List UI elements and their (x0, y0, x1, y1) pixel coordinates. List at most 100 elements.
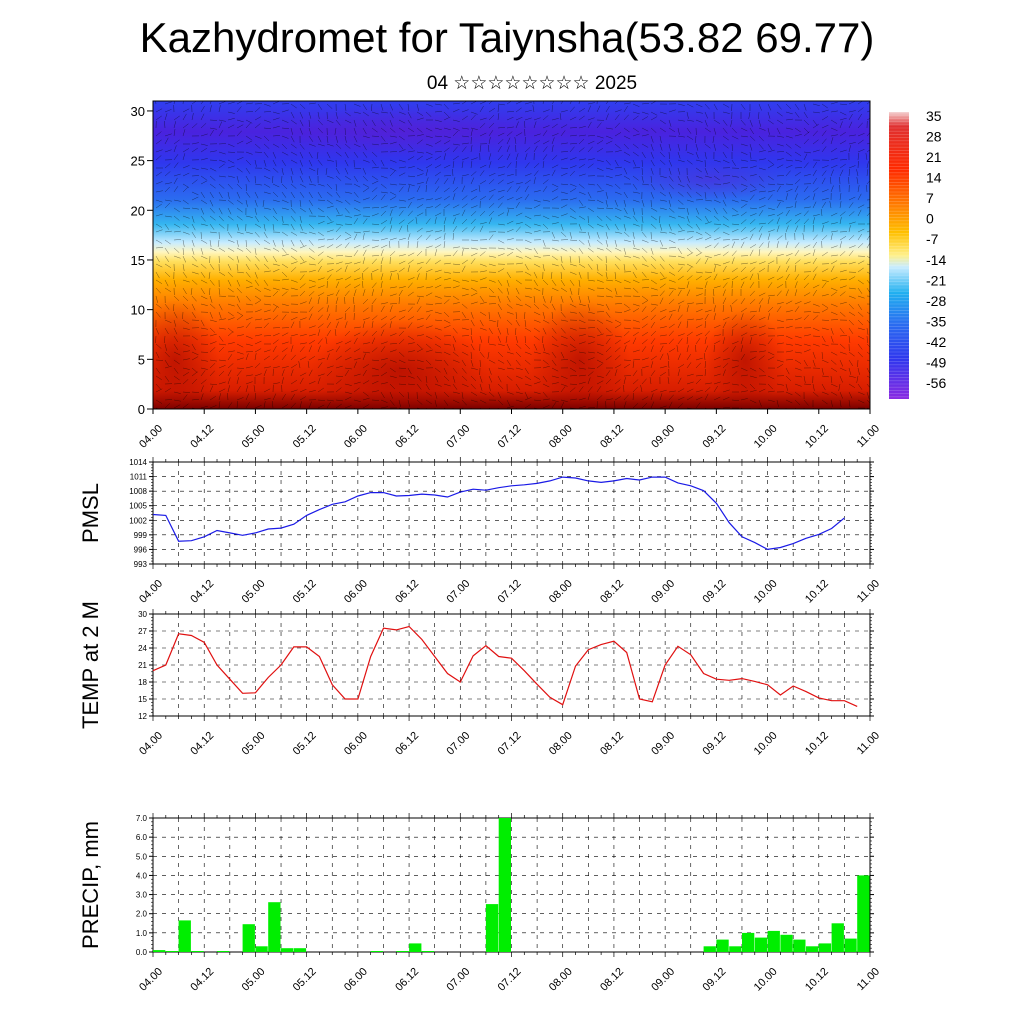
precip-bar (767, 930, 780, 952)
x-tick-label: 06.12 (393, 966, 421, 994)
y-axis-label: PRECIP, mm (78, 821, 103, 949)
x-tick-label: 08.00 (547, 423, 575, 451)
precip-bar (742, 932, 755, 952)
precip-bar (729, 946, 742, 952)
precip-bar (268, 902, 281, 952)
colorbar-labels: 35 28 21 14 7 0 -7 -14 -21 -28 -35 -42 -49 -56 (926, 108, 946, 391)
temp-series-line (152, 625, 858, 707)
x-tick-label: 09.12 (701, 578, 729, 606)
colorbar-scale (889, 112, 909, 399)
heatmap-y-axis: 0 5 10 15 20 25 30 (131, 104, 153, 417)
pmsl-series-line (152, 476, 845, 551)
y-tick-label: 0 (138, 402, 145, 417)
x-tick-label: 07.12 (496, 578, 524, 606)
x-tick-label: 06.12 (393, 423, 421, 451)
precip-bar (498, 818, 511, 952)
y-axis-label: PMSL (78, 483, 103, 543)
x-tick-label: 08.00 (547, 578, 575, 606)
x-tick-label: 04.12 (188, 578, 216, 606)
x-tick-label: 09.00 (649, 730, 677, 758)
colorbar-label: 7 (926, 190, 934, 206)
x-tick-label: 10.12 (803, 423, 831, 451)
x-tick-label: 08.12 (598, 423, 626, 451)
y-tick-label: 12 (138, 712, 147, 721)
precip-bar (485, 904, 499, 952)
colorbar-label: 0 (926, 211, 934, 227)
y-tick-label: 1002 (129, 516, 147, 525)
wind-barbs (155, 101, 870, 409)
colorbar-label: -49 (926, 354, 946, 370)
precip-bar (396, 951, 409, 952)
y-tick-label: 24 (138, 644, 147, 653)
x-tick-label: 11.00 (855, 966, 882, 993)
colorbar-label: 28 (926, 129, 942, 145)
barb-strokes (155, 101, 870, 409)
precip-panel: 0.0 1.0 2.0 3.0 4.0 5.0 6.0 7.0 04.00 04.12 05.00 0… (78, 813, 882, 994)
x-tick-label: 07.00 (444, 578, 472, 606)
precip-bar (293, 948, 307, 952)
x-tick-label: 06.00 (342, 966, 370, 994)
y-tick-label: 1.0 (136, 929, 148, 938)
x-tick-label: 08.12 (598, 578, 626, 606)
colorbar-label: -28 (926, 293, 946, 309)
precip-bar (255, 946, 268, 952)
colorbar-lines (889, 111, 909, 398)
x-tick-label: 04.00 (137, 578, 165, 606)
y-tick-label: 25 (131, 154, 145, 169)
y-tick-label: 996 (134, 545, 148, 554)
x-tick-label: 07.12 (496, 423, 524, 451)
x-tick-label: 09.12 (701, 966, 729, 994)
y-tick-label: 18 (138, 678, 147, 687)
x-tick-label: 08.12 (598, 730, 626, 758)
x-tick-label: 07.00 (444, 966, 472, 994)
y-tick-label: 30 (138, 610, 147, 619)
y-tick-label: 3.0 (136, 891, 148, 900)
y-tick-label: 21 (138, 661, 147, 670)
y-tick-label: 1008 (129, 487, 147, 496)
precip-bar (703, 946, 716, 952)
y-tick-label: 993 (134, 560, 148, 569)
precip-bar (281, 948, 294, 952)
chart-title: Kazhydromet for Taiynsha(53.82 69.77) (139, 14, 875, 61)
y-tick-label: 27 (138, 627, 147, 636)
x-tick-label: 04.12 (188, 423, 216, 451)
x-tick-label: 04.12 (188, 730, 216, 758)
colorbar-label: 14 (926, 170, 942, 186)
x-tick-label: 10.00 (752, 966, 780, 994)
y-tick-label: 30 (131, 104, 145, 119)
colorbar-label: -7 (926, 231, 939, 247)
x-tick-label: 10.00 (752, 730, 780, 758)
x-tick-label: 09.00 (649, 423, 677, 451)
y-tick-label: 15 (131, 253, 145, 268)
x-tick-label: 10.12 (803, 578, 831, 606)
precip-bar (857, 875, 870, 952)
precip-bar (831, 923, 844, 952)
x-tick-label: 05.12 (291, 966, 319, 994)
precip-bar (844, 938, 857, 952)
precip-bar (793, 939, 806, 952)
y-tick-label: 7.0 (136, 814, 148, 823)
y-tick-label: 20 (131, 203, 145, 218)
temperature-height-heatmap: 0 5 10 15 20 25 30 04.00 04.12 05.00 05.12 06.00 06… (131, 100, 882, 451)
panel-frame (152, 613, 871, 717)
y-tick-label: 10 (131, 303, 145, 318)
colorbar-label: 21 (926, 149, 942, 165)
precip-bar (242, 924, 255, 952)
x-tick-label: 04.00 (137, 730, 165, 758)
y-tick-label: 4.0 (136, 871, 148, 880)
y-tick-label: 2.0 (136, 910, 148, 919)
x-tick-label: 11.00 (855, 578, 882, 605)
x-tick-label: 05.12 (291, 578, 319, 606)
y-tick-label: 5.0 (136, 852, 148, 861)
x-tick-label: 05.00 (240, 578, 268, 606)
x-tick-label: 04.00 (137, 966, 165, 994)
x-tick-label: 09.12 (701, 730, 729, 758)
x-tick-label: 05.00 (240, 966, 268, 994)
x-tick-label: 09.00 (649, 578, 677, 606)
colorbar-label: -21 (926, 272, 946, 288)
x-tick-label: 07.00 (444, 730, 472, 758)
x-tick-label: 10.00 (752, 423, 780, 451)
precip-bar (165, 951, 179, 952)
x-tick-label: 11.00 (855, 730, 882, 757)
